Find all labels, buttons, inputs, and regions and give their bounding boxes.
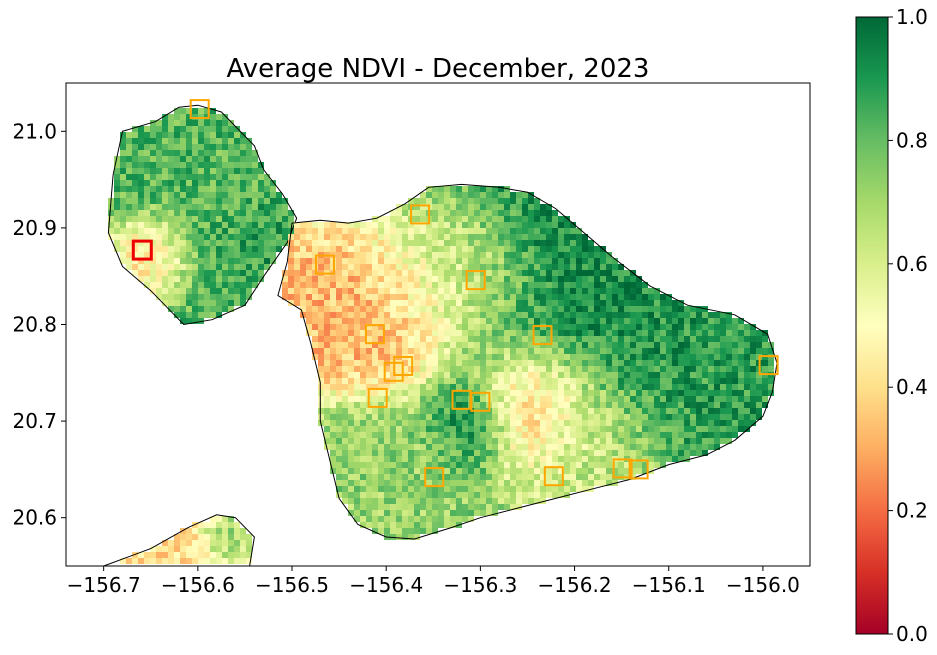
- y-tick-label: 20.6: [12, 506, 57, 530]
- x-tick-label: −156.1: [632, 573, 706, 597]
- site-marker: [465, 270, 486, 291]
- island-raster-kahoolawe: [120, 516, 252, 564]
- x-tick-label: −156.6: [161, 573, 235, 597]
- site-marker: [628, 459, 649, 480]
- site-marker: [612, 458, 633, 479]
- colorbar: [855, 16, 889, 635]
- y-tick-label: 20.9: [12, 216, 57, 240]
- site-markers: [131, 99, 779, 488]
- coastline-kahoolawe: [103, 514, 255, 566]
- y-axis: 20.6 20.7 20.8 20.9 21.0: [12, 119, 66, 530]
- site-marker: [315, 254, 335, 275]
- site-marker: [189, 99, 210, 120]
- site-marker: [470, 391, 491, 412]
- x-tick-label: −156.2: [538, 573, 612, 597]
- site-marker: [532, 325, 553, 346]
- site-marker: [543, 466, 564, 487]
- colorbar-tick-label: 0.0: [896, 622, 928, 646]
- site-marker: [424, 467, 445, 488]
- x-tick-label: −156.7: [67, 573, 141, 597]
- x-tick-label: −156.0: [726, 573, 800, 597]
- island-raster-east: [282, 186, 774, 540]
- coastline-west: [107, 104, 298, 326]
- colorbar-tick-label: 0.6: [896, 252, 928, 276]
- coastline-east: [277, 183, 778, 540]
- site-marker: [758, 355, 779, 376]
- chart-title: Average NDVI - December, 2023: [227, 54, 650, 84]
- site-marker: [364, 324, 385, 345]
- colorbar-tick-label: 0.8: [896, 128, 928, 152]
- colorbar-tick-label: 0.4: [896, 375, 928, 399]
- x-tick-label: −156.4: [349, 573, 423, 597]
- x-axis: −156.7 −156.6 −156.5 −156.4 −156.3 −156.2 −156…: [67, 566, 800, 597]
- highlighted-site-marker: [131, 239, 153, 261]
- colorbar-axis: 0.0 0.2 0.4 0.6 0.8 1.0: [888, 5, 928, 646]
- y-tick-label: 20.7: [12, 409, 57, 433]
- site-marker: [383, 361, 404, 382]
- island-raster-west: [108, 108, 294, 324]
- y-tick-label: 21.0: [12, 119, 57, 143]
- x-tick-label: −156.3: [443, 573, 517, 597]
- site-marker: [410, 204, 431, 225]
- y-tick-label: 20.8: [12, 313, 57, 337]
- x-tick-label: −156.5: [255, 573, 329, 597]
- site-marker: [367, 387, 388, 408]
- map-raster: [103, 104, 778, 566]
- colorbar-tick-label: 0.2: [896, 499, 928, 523]
- colorbar-tick-label: 1.0: [896, 5, 928, 29]
